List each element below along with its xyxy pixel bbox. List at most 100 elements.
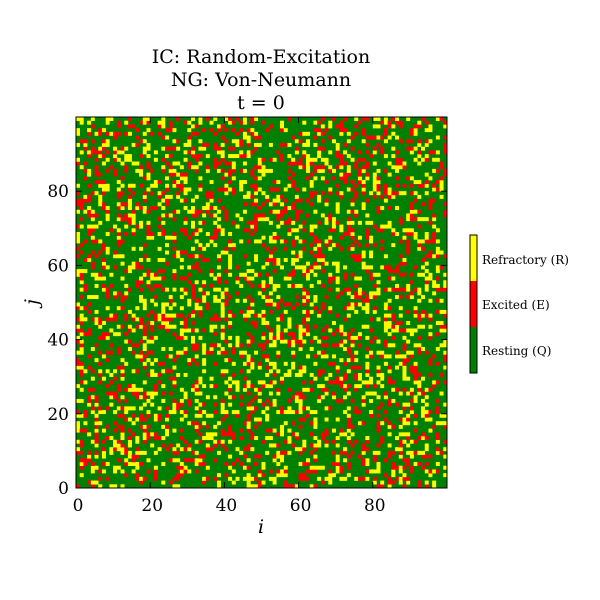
heatmap-cell bbox=[346, 306, 351, 311]
heatmap-cell bbox=[320, 354, 325, 359]
heatmap-cell bbox=[268, 220, 273, 225]
heatmap-cell bbox=[79, 343, 84, 348]
heatmap-cell bbox=[172, 217, 177, 222]
heatmap-cell bbox=[291, 306, 296, 311]
heatmap-cell bbox=[309, 228, 314, 233]
heatmap-cell bbox=[183, 150, 188, 155]
heatmap-cell bbox=[191, 131, 195, 136]
heatmap-cell bbox=[294, 217, 299, 222]
heatmap-cell bbox=[317, 128, 322, 133]
heatmap-cell bbox=[213, 161, 218, 166]
heatmap-cell bbox=[250, 232, 255, 236]
heatmap-cell bbox=[261, 343, 266, 348]
heatmap-cell bbox=[428, 410, 433, 415]
heatmap-cell bbox=[101, 462, 106, 466]
heatmap-cell bbox=[276, 261, 281, 266]
heatmap-cell bbox=[276, 473, 281, 478]
heatmap-cell bbox=[146, 117, 151, 121]
heatmap-cell bbox=[380, 402, 385, 407]
heatmap-cell bbox=[343, 339, 348, 344]
heatmap-cell bbox=[172, 447, 177, 452]
heatmap-cell bbox=[409, 191, 414, 196]
heatmap-cell bbox=[202, 328, 207, 333]
heatmap-cell bbox=[302, 443, 307, 448]
x-tick-label: 80 bbox=[364, 496, 386, 516]
heatmap-cell bbox=[343, 347, 348, 351]
heatmap-cell bbox=[202, 358, 207, 363]
heatmap-cell bbox=[265, 198, 270, 203]
heatmap-cell bbox=[320, 283, 325, 288]
heatmap-cell bbox=[257, 168, 262, 173]
heatmap-cell bbox=[294, 161, 299, 166]
heatmap-cell bbox=[139, 224, 144, 229]
heatmap-cell bbox=[376, 421, 381, 426]
heatmap-cell bbox=[372, 176, 377, 181]
heatmap-cell bbox=[113, 465, 118, 470]
heatmap-cell bbox=[376, 287, 381, 292]
heatmap-cell bbox=[435, 380, 440, 385]
heatmap-cell bbox=[172, 302, 177, 307]
heatmap-cell bbox=[298, 417, 303, 422]
heatmap-cell bbox=[413, 450, 418, 455]
heatmap-cell bbox=[387, 332, 392, 337]
heatmap-cell bbox=[357, 168, 362, 173]
heatmap-cell bbox=[365, 462, 370, 466]
heatmap-cell bbox=[365, 302, 370, 307]
heatmap-cell bbox=[198, 228, 203, 233]
heatmap-cell bbox=[220, 295, 225, 300]
heatmap-cell bbox=[153, 276, 158, 281]
heatmap-cell bbox=[283, 339, 288, 344]
heatmap-cell bbox=[320, 387, 325, 392]
heatmap-cell bbox=[402, 484, 407, 489]
heatmap-cell bbox=[376, 187, 381, 192]
heatmap-cell bbox=[406, 413, 411, 418]
heatmap-cell bbox=[391, 324, 396, 329]
heatmap-cell bbox=[280, 120, 285, 125]
heatmap-cell bbox=[261, 332, 266, 337]
heatmap-cell bbox=[142, 209, 147, 214]
heatmap-cell bbox=[172, 384, 177, 389]
heatmap-cell bbox=[116, 347, 121, 351]
heatmap-cell bbox=[113, 254, 118, 259]
heatmap-cell bbox=[176, 191, 181, 196]
heatmap-cell bbox=[417, 335, 422, 340]
heatmap-cell bbox=[216, 198, 221, 203]
heatmap-cell bbox=[228, 265, 233, 270]
heatmap-cell bbox=[294, 194, 299, 199]
heatmap-cell bbox=[109, 131, 114, 136]
heatmap-cell bbox=[413, 361, 418, 366]
heatmap-cell bbox=[87, 224, 92, 229]
heatmap-cell bbox=[409, 280, 414, 285]
heatmap-cell bbox=[402, 347, 407, 351]
heatmap-cell bbox=[150, 361, 155, 366]
heatmap-cell bbox=[142, 254, 147, 259]
heatmap-cell bbox=[224, 191, 229, 196]
heatmap-cell bbox=[216, 439, 221, 444]
heatmap-cell bbox=[428, 272, 433, 277]
heatmap-cell bbox=[328, 246, 333, 251]
heatmap-cell bbox=[409, 176, 414, 181]
heatmap-cell bbox=[87, 387, 92, 392]
heatmap-cell bbox=[280, 142, 285, 147]
heatmap-cell bbox=[205, 168, 210, 173]
heatmap-cell bbox=[376, 380, 381, 385]
heatmap-cell bbox=[220, 324, 225, 329]
heatmap-cell bbox=[131, 469, 136, 474]
heatmap-cell bbox=[90, 439, 95, 444]
heatmap-cell bbox=[191, 358, 195, 363]
heatmap-cell bbox=[94, 239, 99, 244]
heatmap-cell bbox=[250, 128, 255, 133]
heatmap-cell bbox=[127, 198, 132, 203]
heatmap-cell bbox=[157, 447, 162, 452]
heatmap-cell bbox=[320, 257, 325, 262]
heatmap-cell bbox=[372, 146, 377, 151]
heatmap-cell bbox=[101, 154, 106, 159]
heatmap-cell bbox=[250, 432, 255, 437]
heatmap-cell bbox=[202, 454, 207, 459]
heatmap-cell bbox=[120, 450, 125, 455]
heatmap-cell bbox=[146, 391, 151, 396]
heatmap-cell bbox=[298, 402, 303, 407]
heatmap-cell bbox=[350, 424, 355, 429]
heatmap-cell bbox=[150, 276, 155, 281]
heatmap-cell bbox=[250, 220, 255, 225]
